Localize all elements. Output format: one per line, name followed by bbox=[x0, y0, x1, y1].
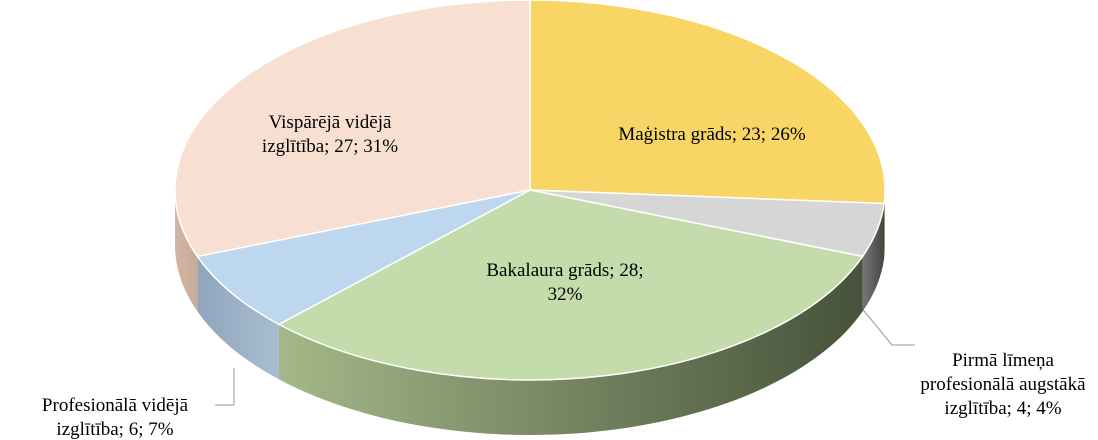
pie-slice bbox=[196, 189, 531, 326]
pie-slice bbox=[529, 0, 886, 205]
pie-side bbox=[884, 190, 885, 259]
data-label: Bakalaura grāds; 28; 32% bbox=[486, 260, 644, 305]
data-label: Profesionālā vidējā izglītība; 6; 7% bbox=[41, 395, 189, 440]
pie-side bbox=[175, 190, 198, 312]
pie-slice bbox=[174, 0, 531, 258]
leader-line bbox=[215, 368, 235, 406]
data-label: Pirmā līmeņa profesionālā augstākā izglī… bbox=[920, 350, 1086, 419]
pie-side bbox=[278, 256, 863, 436]
pie-side bbox=[862, 203, 885, 312]
leader-line bbox=[854, 299, 915, 346]
pie-side bbox=[197, 256, 279, 380]
data-label: Maģistra grāds; 23; 26% bbox=[618, 124, 806, 145]
pie-slice bbox=[277, 189, 864, 381]
data-label: Vispārējā vidējā izglītība; 27; 31% bbox=[261, 112, 399, 157]
